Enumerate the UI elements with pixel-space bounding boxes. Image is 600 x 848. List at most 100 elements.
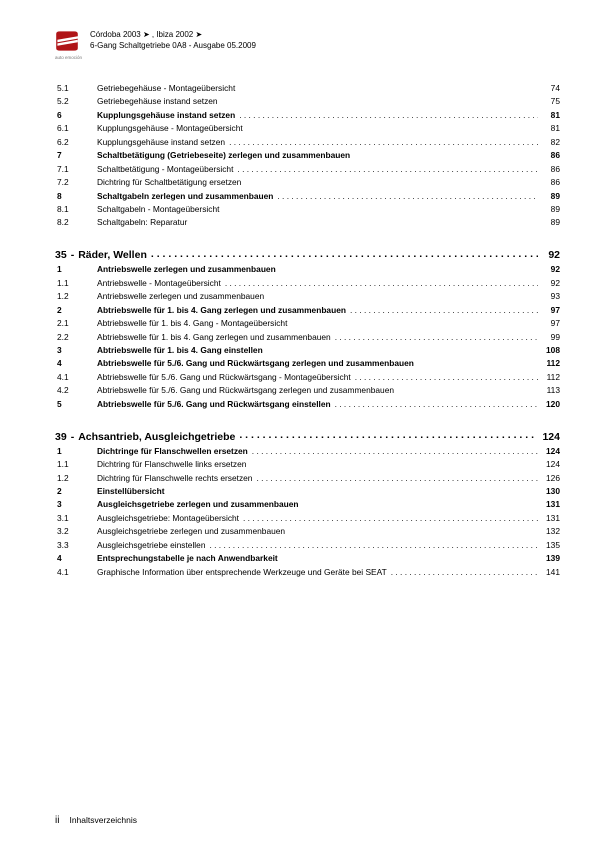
page-footer: ii Inhaltsverzeichnis [55,815,137,826]
toc-entry-number: 1.2 [55,472,97,485]
toc-leader-dots [168,486,538,494]
toc-entry-page: 99 [538,331,560,344]
toc-leader-dots [355,371,538,379]
toc-entry-page: 126 [538,472,560,485]
toc-leader-dots [250,459,538,467]
toc-leader-dots [282,553,538,561]
toc-leader-dots [229,136,538,144]
toc-gap [55,411,560,419]
toc-entry-number: 3 [55,344,97,357]
toc-entry-number: 5.1 [55,82,97,95]
toc-row: 1.2Dichtring für Flanschwelle rechts ers… [55,472,560,485]
toc-entry-page: 75 [538,95,560,108]
toc-row: 4Abtriebswelle für 5./6. Gang und Rückwä… [55,357,560,370]
toc-leader-dots [239,83,538,91]
toc-leader-dots [280,264,538,272]
toc-row: 4.1Graphische Information über entsprech… [55,566,560,579]
toc-entry-page: 108 [538,344,560,357]
toc-entry-title: Ausgleichsgetriebe zerlegen und zusammen… [97,498,303,511]
toc-leader-dots [191,217,538,225]
toc-row: 3Ausgleichsgetriebe zerlegen und zusamme… [55,498,560,511]
toc-row: 6.2Kupplungsgehäuse instand setzen82 [55,136,560,149]
toc-entry-number: 4 [55,552,97,565]
toc-leader-dots [239,109,538,117]
toc-entry-title: Schaltbetätigung - Montageübersicht [97,163,237,176]
toc-entry-number: 3.3 [55,539,97,552]
toc-row: 1.2Antriebswelle zerlegen und zusammenba… [55,290,560,303]
brand-tagline: auto emoción [55,55,82,60]
toc-entry-page: 141 [538,566,560,579]
toc-entry-title: Graphische Information über entsprechend… [97,566,391,579]
toc-leader-dots [225,277,538,285]
toc-entry-number: 5 [55,398,97,411]
toc-leader-dots [418,358,538,366]
toc-entry-number: 4.2 [55,384,97,397]
toc-section-heading: 35-Räder, Wellen92 [55,248,560,262]
page-header: auto emoción Córdoba 2003 ➤ , Ibiza 2002… [55,30,560,60]
toc-dash: - [71,431,75,443]
toc-entry-number: 6.1 [55,122,97,135]
toc-entry-number: 4.1 [55,566,97,579]
toc-section-number: 39 [55,431,67,443]
toc-leader-dots [237,163,538,171]
toc-entry-title: Dichtring für Schaltbetätigung ersetzen [97,176,245,189]
toc-row: 3.2Ausgleichsgetriebe zerlegen und zusam… [55,525,560,538]
toc-entry-page: 112 [538,371,560,384]
toc-leader-dots [252,445,538,453]
toc-entry-number: 8.2 [55,216,97,229]
header-text: Córdoba 2003 ➤ , Ibiza 2002 ➤ 6-Gang Sch… [90,30,256,52]
toc-entry-title: Einstellübersicht [97,485,168,498]
toc-entry-page: 112 [538,357,560,370]
toc-entry-title: Schaltgabeln - Montageübersicht [97,203,223,216]
toc-row: 2Einstellübersicht 130 [55,485,560,498]
toc-entry-number: 1 [55,445,97,458]
toc-entry-number: 2 [55,485,97,498]
toc-entry-page: 124 [538,445,560,458]
toc-entry-page: 92 [538,263,560,276]
toc-entry-title: Ausgleichsgetriebe einstellen [97,539,209,552]
toc-leader-dots [267,345,538,353]
toc-entry-page: 81 [538,109,560,122]
toc-gap [55,230,560,238]
toc-row: 1.1Antriebswelle - Montageübersicht92 [55,277,560,290]
toc-entry-page: 139 [538,552,560,565]
toc-entry-number: 1.1 [55,458,97,471]
toc-row: 8.2Schaltgabeln: Reparatur89 [55,216,560,229]
footer-page-number: ii [55,815,59,826]
toc-entry-title: Dichtring für Flanschwelle rechts ersetz… [97,472,256,485]
toc-entry-title: Abtriebswelle für 1. bis 4. Gang - Monta… [97,317,291,330]
toc-entry-title: Abtriebswelle für 5./6. Gang und Rückwär… [97,398,335,411]
toc-entry-title: Entsprechungstabelle je nach Anwendbarke… [97,552,282,565]
toc-entry-number: 7.2 [55,176,97,189]
toc-row: 2.1Abtriebswelle für 1. bis 4. Gang - Mo… [55,317,560,330]
toc-row: 1Dichtringe für Flanschwellen ersetzen12… [55,445,560,458]
footer-label: Inhaltsverzeichnis [69,815,137,825]
toc-entry-title: Abtriebswelle für 1. bis 4. Gang zerlege… [97,331,335,344]
toc-entry-page: 86 [538,149,560,162]
toc-row: 6Kupplungsgehäuse instand setzen81 [55,109,560,122]
toc-row: 7.2Dichtring für Schaltbetätigung ersetz… [55,176,560,189]
toc-leader-dots [289,526,538,534]
toc-row: 1.1Dichtring für Flanschwelle links erse… [55,458,560,471]
toc-section-page: 92 [538,249,560,261]
toc-entry-page: 124 [538,458,560,471]
toc-leader-dots [335,331,538,339]
toc-row: 5.2Getriebegehäuse instand setzen75 [55,95,560,108]
toc-entry-number: 3 [55,498,97,511]
page: auto emoción Córdoba 2003 ➤ , Ibiza 2002… [0,0,600,848]
toc-entry-page: 82 [538,136,560,149]
toc-entry-page: 130 [538,485,560,498]
toc-entry-number: 1.1 [55,277,97,290]
toc-row: 2.2Abtriebswelle für 1. bis 4. Gang zerl… [55,331,560,344]
toc-leader-dots [256,472,538,480]
toc-section-page: 124 [536,431,560,443]
toc-entry-number: 2.2 [55,331,97,344]
toc-row: 1Antriebswelle zerlegen und zusammenbaue… [55,263,560,276]
toc-entry-number: 7.1 [55,163,97,176]
toc-entry-page: 89 [538,216,560,229]
header-row: auto emoción Córdoba 2003 ➤ , Ibiza 2002… [55,30,560,60]
toc-row: 6.1Kupplungsgehäuse - Montageübersicht81 [55,122,560,135]
toc-row: 5Abtriebswelle für 5./6. Gang und Rückwä… [55,398,560,411]
toc-entry-title: Abtriebswelle für 1. bis 4. Gang zerlege… [97,304,350,317]
toc-entry-number: 3.2 [55,525,97,538]
